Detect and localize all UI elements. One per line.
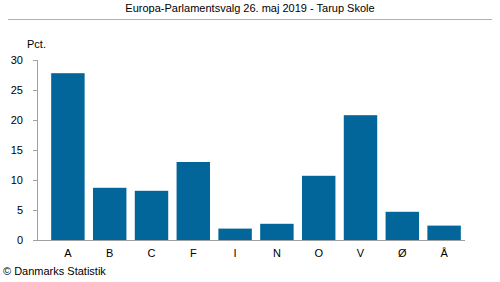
y-tick-label: 20 xyxy=(11,114,23,126)
bar xyxy=(386,212,419,240)
x-tick-label: C xyxy=(148,247,156,259)
y-tick xyxy=(33,210,37,211)
y-tick xyxy=(33,60,37,61)
x-axis xyxy=(37,240,465,241)
title-rule xyxy=(8,19,492,20)
y-axis-label: Pct. xyxy=(27,38,46,50)
bar xyxy=(93,188,126,240)
y-tick-label: 0 xyxy=(17,234,23,246)
source: © Danmarks Statistik xyxy=(3,265,106,277)
y-axis xyxy=(37,60,38,240)
x-tick-label: Ø xyxy=(398,247,407,259)
x-tick-label: V xyxy=(357,247,365,259)
y-tick xyxy=(33,180,37,181)
y-tick-label: 10 xyxy=(11,174,23,186)
y-tick xyxy=(33,150,37,151)
y-tick xyxy=(33,240,37,241)
x-tick-label: A xyxy=(64,247,72,259)
chart-container: Europa-Parlamentsvalg 26. maj 2019 - Tar… xyxy=(0,0,500,282)
bar xyxy=(302,176,335,240)
x-tick-label: F xyxy=(190,247,197,259)
bar xyxy=(427,226,460,240)
bar xyxy=(177,162,210,240)
y-tick-label: 5 xyxy=(17,204,23,216)
x-tick-label: Å xyxy=(440,247,448,259)
x-tick-label: N xyxy=(273,247,281,259)
y-tick-label: 30 xyxy=(11,54,23,66)
x-tick-label: O xyxy=(314,247,323,259)
bar xyxy=(218,229,251,240)
chart: Europa-Parlamentsvalg 26. maj 2019 - Tar… xyxy=(0,0,500,282)
y-tick-label: 15 xyxy=(11,144,23,156)
x-tick-label: B xyxy=(106,247,113,259)
bar xyxy=(135,191,168,240)
bar xyxy=(51,73,84,240)
title: Europa-Parlamentsvalg 26. maj 2019 - Tar… xyxy=(125,2,374,14)
y-tick xyxy=(33,90,37,91)
y-tick xyxy=(33,120,37,121)
bar xyxy=(260,224,293,240)
bar xyxy=(344,115,377,240)
y-tick-label: 25 xyxy=(11,84,23,96)
bars xyxy=(51,73,461,240)
x-tick-label: I xyxy=(234,247,237,259)
